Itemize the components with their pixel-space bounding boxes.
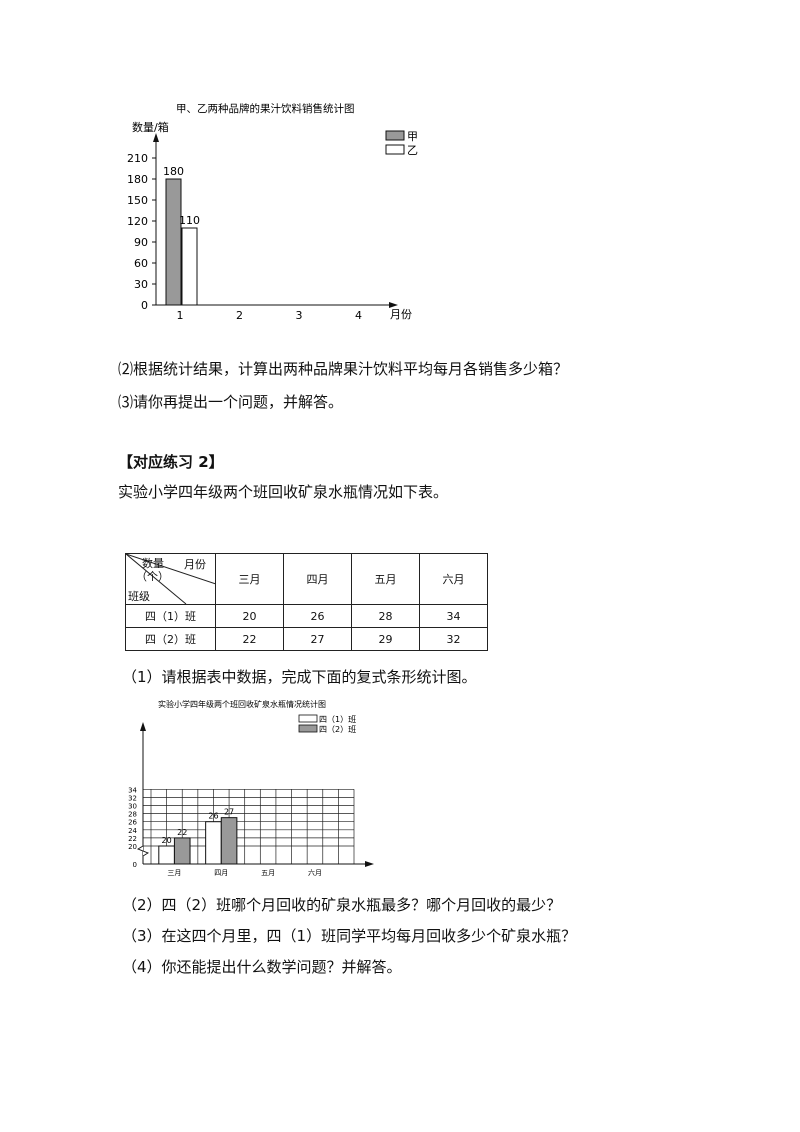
table-cell: 29 (351, 627, 420, 651)
data-label: 27 (224, 808, 234, 817)
x-tick-label: 四月 (214, 869, 228, 877)
y-tick-label: 28 (128, 811, 137, 819)
column-header: 五月 (351, 553, 420, 605)
corner-diagonal-lines (126, 554, 216, 604)
x-tick-label: 五月 (261, 869, 275, 877)
chart1-y-arrow (153, 133, 159, 142)
y-tick-label: 180 (127, 173, 148, 186)
y-tick-label: 20 (128, 843, 137, 851)
data-label: 110 (179, 214, 200, 227)
corner-label-month: 月份 (184, 558, 206, 571)
chart2-x-arrow (365, 861, 374, 867)
data-label: 26 (208, 812, 218, 821)
corner-label-unit: （个） (136, 570, 169, 583)
data-label: 20 (162, 836, 172, 845)
chart2-title: 实验小学四年级两个班回收矿泉水瓶情况统计图 (158, 699, 326, 709)
y-tick-label: 60 (134, 257, 148, 270)
question-average-class1: （3）在这四个月里，四（1）班同学平均每月回收多少个矿泉水瓶？ (122, 927, 577, 945)
table-corner-cell: 数量 （个） 月份 班级 (125, 553, 216, 605)
chart2-y-arrow (140, 722, 146, 731)
chart1-ylabel: 数量/箱 (132, 120, 169, 134)
chart1-x-arrow (389, 302, 398, 308)
table-header-row: 数量 （个） 月份 班级 三月 四月 五月 六月 (125, 553, 488, 605)
y-tick-label: 150 (127, 194, 148, 207)
question-2-average: ⑵根据统计结果，计算出两种品牌果汁饮料平均每月各销售多少箱？ (118, 360, 569, 378)
question-propose-problem: （4）你还能提出什么数学问题？并解答。 (122, 958, 402, 976)
y-tick-label: 120 (127, 215, 148, 228)
x-tick-label: 1 (177, 309, 184, 322)
chart1-legend-label-jia: 甲 (407, 130, 418, 143)
chart2-legend-label-class1: 四（1）班 (319, 714, 356, 724)
y-tick-label: 34 (128, 786, 137, 794)
table-cell: 26 (283, 604, 352, 628)
table-cell: 32 (419, 627, 488, 651)
chart2-axis-break-mark (136, 845, 150, 857)
bottle-collection-table: 数量 （个） 月份 班级 三月 四月 五月 六月 四（1）班 20 26 28 … (125, 553, 488, 651)
question-most-least-month: （2）四（2）班哪个月回收的矿泉水瓶最多？哪个月回收的最少？ (122, 896, 562, 914)
chart1-title: 甲、乙两种品牌的果汁饮料销售统计图 (176, 102, 355, 115)
x-tick-label: 4 (355, 309, 362, 322)
row-label: 四（2）班 (125, 627, 216, 651)
table-cell: 20 (215, 604, 284, 628)
bar (158, 845, 175, 865)
corner-label-class: 班级 (128, 590, 150, 603)
corner-label-quantity: 数量 (142, 557, 164, 570)
table-cell: 27 (283, 627, 352, 651)
table-cell: 22 (215, 627, 284, 651)
y-tick-label: 32 (128, 794, 137, 802)
x-tick-label: 三月 (167, 869, 181, 877)
chart1-legend-swatch-yi (385, 144, 405, 155)
chart2-legend-swatch-class2 (298, 724, 318, 733)
table-cell: 28 (351, 604, 420, 628)
y-tick-label: 0 (141, 299, 148, 312)
chart1-legend-label-yi: 乙 (407, 144, 418, 157)
bar (173, 837, 191, 865)
chart-bottle-collection: 实验小学四年级两个班回收矿泉水瓶情况统计图 四（1）班 四（2）班 202226… (128, 699, 374, 877)
x-tick-label: 3 (296, 309, 303, 322)
task-1-complete-chart: （1）请根据表中数据，完成下面的复式条形统计图。 (122, 668, 477, 686)
bar (205, 821, 222, 865)
chart1-legend-swatch-jia (385, 130, 405, 141)
x-tick-label: 2 (236, 309, 243, 322)
data-label: 22 (177, 828, 187, 837)
section-intro: 实验小学四年级两个班回收矿泉水瓶情况如下表。 (118, 483, 449, 501)
data-label: 180 (163, 165, 184, 178)
y-tick-label: 30 (134, 278, 148, 291)
y-tick-label: 24 (128, 827, 137, 835)
bar (165, 178, 182, 306)
bar (220, 817, 238, 865)
y-tick-label: 0 (133, 861, 137, 869)
question-3-propose: ⑶请你再提出一个问题，并解答。 (118, 393, 344, 411)
chart2-legend-swatch-class1 (298, 714, 318, 723)
chart1-xlabel: 月份 (390, 308, 412, 321)
y-tick-label: 26 (128, 819, 137, 827)
column-header: 四月 (283, 553, 352, 605)
row-label: 四（1）班 (125, 604, 216, 628)
column-header: 六月 (419, 553, 488, 605)
table-row: 四（1）班 20 26 28 34 (125, 604, 488, 628)
y-tick-label: 90 (134, 236, 148, 249)
column-header: 三月 (215, 553, 284, 605)
table-cell: 34 (419, 604, 488, 628)
chart2-legend-label-class2: 四（2）班 (319, 724, 356, 734)
y-tick-label: 210 (127, 152, 148, 165)
bar (181, 227, 198, 306)
y-tick-label: 30 (128, 803, 137, 811)
y-tick-label: 22 (128, 835, 137, 843)
section-heading: 【对应练习 2】 (118, 453, 224, 471)
table-row: 四（2）班 22 27 29 32 (125, 627, 488, 651)
chart-juice-sales: 甲、乙两种品牌的果汁饮料销售统计图 数量/箱 月份 0 30 60 90 120 150 1… (127, 102, 418, 322)
x-tick-label: 六月 (308, 868, 322, 877)
